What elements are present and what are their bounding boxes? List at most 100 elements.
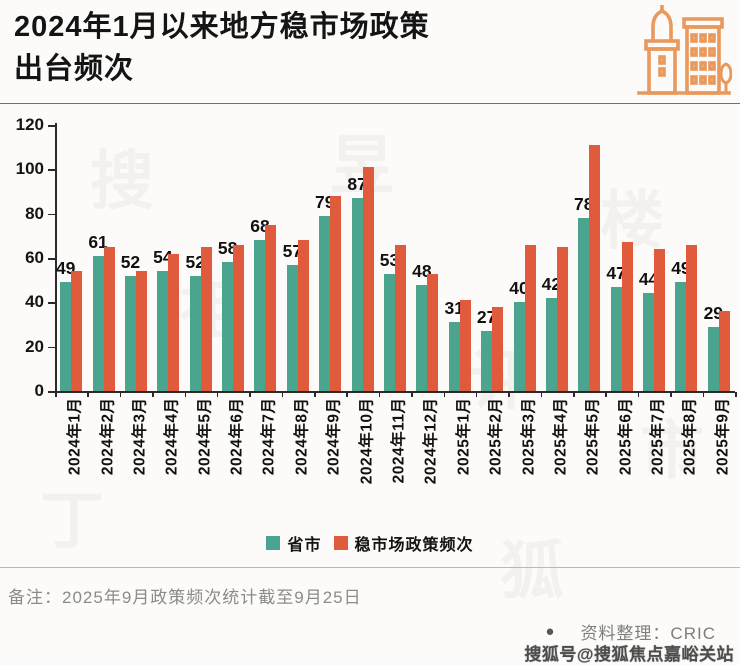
x-axis-category-label: 2024年9月	[325, 397, 343, 476]
bar-value-label: 87	[347, 174, 367, 195]
legend-swatch-icon	[333, 536, 348, 550]
chart-legend: 省市 稳市场政策频次	[0, 531, 740, 555]
x-axis-category-label: 2025年8月	[681, 397, 699, 476]
x-axis-tick	[216, 392, 219, 397]
source-credit: ● 资料整理：CRIC	[545, 619, 716, 644]
y-axis-tick-label: 60	[25, 248, 44, 267]
footnote: 备注：2025年9月政策频次统计截至9月25日	[8, 588, 362, 607]
bar-稳市场政策频次	[103, 246, 115, 391]
bar-省市	[157, 271, 169, 391]
x-axis-category-label: 2024年6月	[228, 397, 246, 476]
bar-省市	[416, 284, 428, 391]
bar-value-label: 49	[671, 258, 691, 279]
x-axis-tick	[475, 392, 478, 397]
x-axis-tick	[152, 392, 154, 397]
bar-value-label: 54	[153, 247, 173, 268]
bar-省市	[545, 297, 557, 391]
y-axis-tick	[48, 125, 55, 127]
x-axis-category-label: 2024年11月	[390, 397, 408, 484]
y-axis-tick-label: 120	[15, 115, 44, 134]
x-axis-tick	[573, 392, 575, 397]
x-axis-tick	[702, 392, 705, 397]
bar-value-label: 29	[703, 302, 724, 323]
bar-省市	[124, 275, 136, 391]
bar-value-label: 42	[541, 273, 562, 294]
x-axis-tick	[281, 392, 284, 397]
x-axis-tick	[508, 392, 510, 397]
bar-value-label: 48	[412, 260, 432, 281]
bar-稳市场政策频次	[654, 249, 666, 391]
bar-value-label: 68	[250, 216, 270, 237]
bar-稳市场政策频次	[718, 311, 730, 391]
x-axis-category-label: 2024年10月	[358, 397, 376, 485]
bar-省市	[643, 293, 655, 391]
bar-value-label: 52	[185, 251, 205, 272]
bar-value-label: 44	[638, 269, 659, 290]
bar-value-label: 57	[282, 240, 303, 261]
page-title-line2: 出台频次	[14, 53, 135, 85]
header-divider	[0, 103, 740, 104]
x-axis-category-label: 2025年3月	[520, 397, 538, 476]
bar-稳市场政策频次	[265, 224, 277, 391]
bar-省市	[481, 331, 493, 391]
bar-value-label: 79	[315, 191, 335, 212]
source-text: 资料整理：CRIC	[580, 624, 716, 643]
y-axis-tick	[48, 169, 55, 171]
y-axis-line	[55, 123, 57, 391]
bar-稳市场政策频次	[233, 244, 245, 391]
bar-value-label: 27	[476, 307, 497, 328]
y-axis-tick-label: 0	[34, 381, 44, 400]
bullet-icon: ●	[545, 623, 555, 640]
bar-省市	[222, 262, 234, 391]
x-axis-category-label: 2024年7月	[260, 397, 278, 476]
x-axis-category-label: 2024年4月	[163, 397, 181, 476]
bar-value-label: 40	[509, 278, 529, 299]
bar-稳市场政策频次	[589, 144, 601, 391]
bar-省市	[92, 255, 104, 391]
x-axis-category-label: 2025年2月	[487, 397, 505, 476]
page-title-line1: 2024年1月以来地方稳市场政策	[14, 11, 430, 43]
bar-稳市场政策频次	[200, 246, 212, 391]
sohu-watermark: 搜狐号@搜狐焦点嘉峪关站	[524, 645, 734, 664]
bar-稳市场政策频次	[362, 167, 374, 391]
bar-省市	[189, 275, 201, 391]
x-axis-tick	[670, 392, 672, 397]
x-axis-category-label: 2024年5月	[196, 397, 214, 476]
bar-稳市场政策频次	[459, 300, 471, 391]
bar-省市	[60, 282, 72, 391]
legend-swatch-icon	[266, 536, 281, 550]
bar-稳市场政策频次	[427, 273, 439, 391]
x-axis-tick	[411, 392, 413, 397]
x-axis-tick	[637, 392, 640, 397]
x-axis-category-label: 2025年1月	[455, 397, 473, 476]
y-axis-tick	[48, 391, 55, 393]
bar-省市	[286, 264, 298, 391]
bar-省市	[578, 218, 590, 391]
bar-省市	[707, 326, 719, 391]
bar-value-label: 49	[55, 258, 76, 279]
bar-value-label: 61	[88, 231, 108, 252]
legend-label: 省市	[287, 537, 322, 554]
x-axis-tick	[605, 392, 607, 397]
x-axis-line	[55, 391, 735, 393]
x-axis-tick	[119, 392, 122, 397]
x-axis-tick	[184, 392, 187, 397]
bar-稳市场政策频次	[330, 195, 342, 391]
x-axis-tick	[378, 392, 381, 397]
bar-省市	[675, 282, 687, 391]
bar-省市	[254, 240, 266, 391]
x-axis-category-label: 2024年1月	[66, 397, 84, 476]
x-axis-category-label: 2024年12月	[422, 397, 440, 485]
x-axis-tick	[249, 392, 251, 397]
x-axis-category-label: 2025年4月	[552, 397, 570, 476]
page-title: 2024年1月以来地方稳市场政策 出台频次	[14, 6, 430, 90]
bar-省市	[351, 198, 363, 391]
bar-省市	[513, 302, 525, 391]
bar-稳市场政策频次	[621, 242, 633, 391]
bar-稳市场政策频次	[135, 271, 147, 391]
bar-省市	[319, 215, 331, 391]
x-axis-category-label: 2024年8月	[293, 397, 311, 476]
y-axis-tick-label: 80	[25, 203, 44, 223]
y-axis-tick	[48, 346, 55, 349]
